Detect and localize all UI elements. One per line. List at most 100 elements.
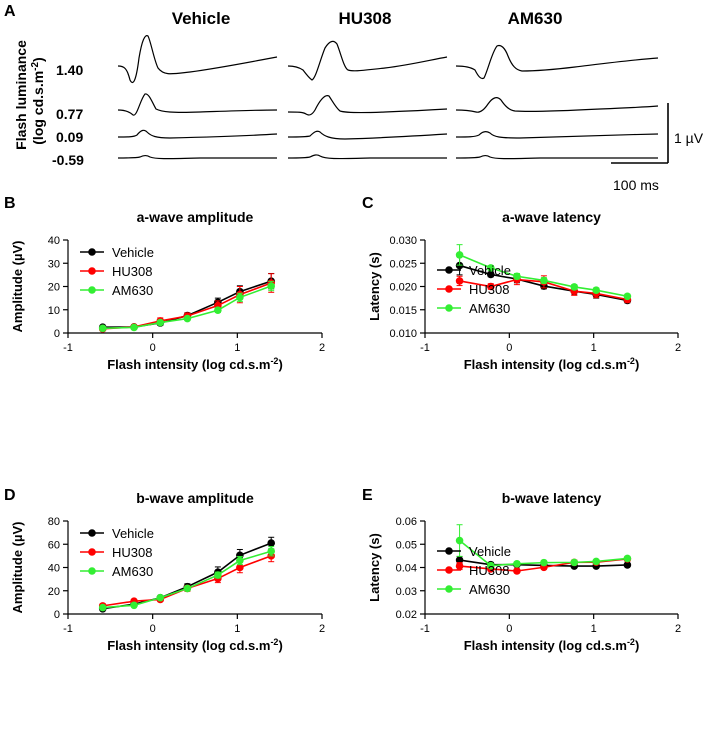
panel-a-ylabel-line1: Flash luminance xyxy=(13,40,29,150)
chart-c-x-tick-label: -1 xyxy=(420,342,430,354)
chart-e-y-tick-label: 0.06 xyxy=(396,516,417,528)
chart-c-x-label: Flash intensity (log cd.s.m-2) xyxy=(464,356,640,372)
chart-d-legend-am630-label: AM630 xyxy=(112,564,153,579)
chart-d-am630-point xyxy=(156,593,165,602)
chart-c-x-tick-label: 1 xyxy=(591,342,597,354)
intensity-label-0-77: 0.77 xyxy=(56,106,83,122)
panel-a-ylabel: Flash luminance (log cd.s.m-2) xyxy=(13,40,46,150)
erg-trace-vehicle-1-40 xyxy=(117,35,278,84)
chart-d-y-tick-label: 60 xyxy=(48,539,60,551)
erg-trace-am630-0-77 xyxy=(455,97,659,113)
chart-d-title: b-wave amplitude xyxy=(136,490,254,506)
chart-b-y-tick-label: 30 xyxy=(48,258,60,270)
chart-e-x-tick-label: 0 xyxy=(506,623,512,635)
chart-d-legend-hu308-marker xyxy=(88,548,96,556)
chart-d-legend-vehicle-marker xyxy=(88,529,96,537)
chart-c-am630-point xyxy=(455,251,464,259)
chart-e-legend-am630-marker xyxy=(445,585,453,593)
chart-b-x-tick-label: 0 xyxy=(150,342,156,354)
chart-d-x-tick-label: 1 xyxy=(234,623,240,635)
chart-e-x-tick-label: 1 xyxy=(591,623,597,635)
chart-c-am630-point xyxy=(592,286,600,295)
chart-e-am630-point xyxy=(570,558,579,567)
chart-c-hu308-point xyxy=(455,277,464,285)
chart-c-legend-am630-label: AM630 xyxy=(469,301,510,316)
chart-d-vehicle-point xyxy=(267,539,276,547)
erg-traces xyxy=(117,35,659,160)
panel-c-letter: C xyxy=(362,195,374,212)
chart-e-title: b-wave latency xyxy=(502,490,602,506)
chart-c-a-wave-latency: a-wave latency 0.010 0.015 0.020 0.025 0.030 -… xyxy=(367,209,681,372)
chart-e-y-label: Latency (s) xyxy=(367,533,382,602)
panel-e-letter: E xyxy=(362,487,373,504)
chart-c-vehicle-point xyxy=(486,270,495,279)
chart-e-legend-hu308-marker xyxy=(445,566,453,574)
chart-d-am630-point xyxy=(130,601,138,610)
chart-e-vehicle-point xyxy=(455,556,464,564)
chart-d-x-tick-label: 2 xyxy=(319,623,325,635)
erg-trace-vehicle-0-77 xyxy=(117,93,278,116)
erg-trace-am630-0-09 xyxy=(455,131,659,139)
chart-d-x-label: Flash intensity (log cd.s.m-2) xyxy=(107,637,283,653)
chart-b-am630-point xyxy=(183,314,192,323)
erg-trace-hu308-0-77 xyxy=(287,95,448,116)
chart-b-legend-hu308-label: HU308 xyxy=(112,264,152,279)
chart-e-am630-point xyxy=(540,558,548,567)
chart-e-y-tick-label: 0.04 xyxy=(396,563,417,575)
intensity-label-1-40: 1.40 xyxy=(56,62,83,78)
scale-bars: 1 µV 100 ms xyxy=(611,103,704,193)
chart-c-y-tick-label: 0.010 xyxy=(389,328,417,340)
chart-e-am630-point xyxy=(623,554,632,563)
erg-trace-am630-neg-0-59 xyxy=(455,154,658,160)
chart-c-y-label: Latency (s) xyxy=(367,252,382,321)
erg-trace-hu308-neg-0-59 xyxy=(287,154,447,160)
panel-b-letter: B xyxy=(4,195,16,212)
chart-e-am630-point xyxy=(455,536,464,545)
chart-b-am630-point xyxy=(236,293,244,302)
chart-d-hu308-point xyxy=(236,563,244,572)
chart-d-y-tick-label: 80 xyxy=(48,516,60,528)
chart-c-y-tick-label: 0.020 xyxy=(389,282,417,294)
chart-b-y-tick-label: 40 xyxy=(48,235,60,247)
erg-trace-am630-1-40 xyxy=(455,44,659,80)
chart-d-legend-vehicle-label: Vehicle xyxy=(112,526,154,541)
chart-d-y-tick-label: 20 xyxy=(48,586,60,598)
erg-trace-vehicle-0-09 xyxy=(117,129,278,139)
chart-c-legend-vehicle-marker xyxy=(445,266,453,274)
chart-d-am630-point xyxy=(236,556,244,565)
chart-e-b-wave-latency: b-wave latency 0.02 0.03 0.04 0.05 0.06 -1 0 1 2 F… xyxy=(367,490,681,653)
chart-e-y-tick-label: 0.05 xyxy=(396,539,417,551)
chart-c-am630-point xyxy=(513,272,521,281)
chart-c-y-tick-label: 0.015 xyxy=(389,305,417,317)
erg-trace-hu308-1-40 xyxy=(287,40,448,81)
chart-b-x-tick-label: 2 xyxy=(319,342,325,354)
chart-e-hu308-point xyxy=(513,567,521,575)
chart-c-y-tick-label: 0.025 xyxy=(389,258,417,270)
chart-d-x-tick-label: 0 xyxy=(150,623,156,635)
chart-d-y-tick-label: 40 xyxy=(48,563,60,575)
panel-a-letter: A xyxy=(4,3,16,20)
chart-b-x-tick-label: 1 xyxy=(234,342,240,354)
chart-d-legend-hu308-label: HU308 xyxy=(112,545,152,560)
chart-d-am630-point xyxy=(98,603,107,612)
chart-e-am630-point xyxy=(486,561,495,570)
chart-d-x-tick-label: -1 xyxy=(63,623,73,635)
chart-d-am630-point xyxy=(267,547,276,556)
panel-d-letter: D xyxy=(4,487,16,504)
panel-a: A Vehicle HU308 AM630 Flash luminance (l… xyxy=(4,3,704,193)
chart-b-y-tick-label: 20 xyxy=(48,282,60,294)
chart-b-legend-vehicle-label: Vehicle xyxy=(112,245,154,260)
chart-c-am630-point xyxy=(486,264,495,272)
chart-b-am630-point xyxy=(214,306,222,315)
column-title-hu308: HU308 xyxy=(339,9,392,28)
chart-b-am630-point xyxy=(156,318,165,327)
chart-b-title: a-wave amplitude xyxy=(137,209,254,225)
chart-e-legend-am630-label: AM630 xyxy=(469,582,510,597)
chart-c-x-tick-label: 2 xyxy=(675,342,681,354)
chart-c-title: a-wave latency xyxy=(502,209,601,225)
chart-e-legend-hu308-label: HU308 xyxy=(469,563,509,578)
chart-c-legend-hu308-label: HU308 xyxy=(469,282,509,297)
scale-bar-voltage-label: 1 µV xyxy=(674,130,704,146)
chart-b-am630-point xyxy=(130,323,138,332)
